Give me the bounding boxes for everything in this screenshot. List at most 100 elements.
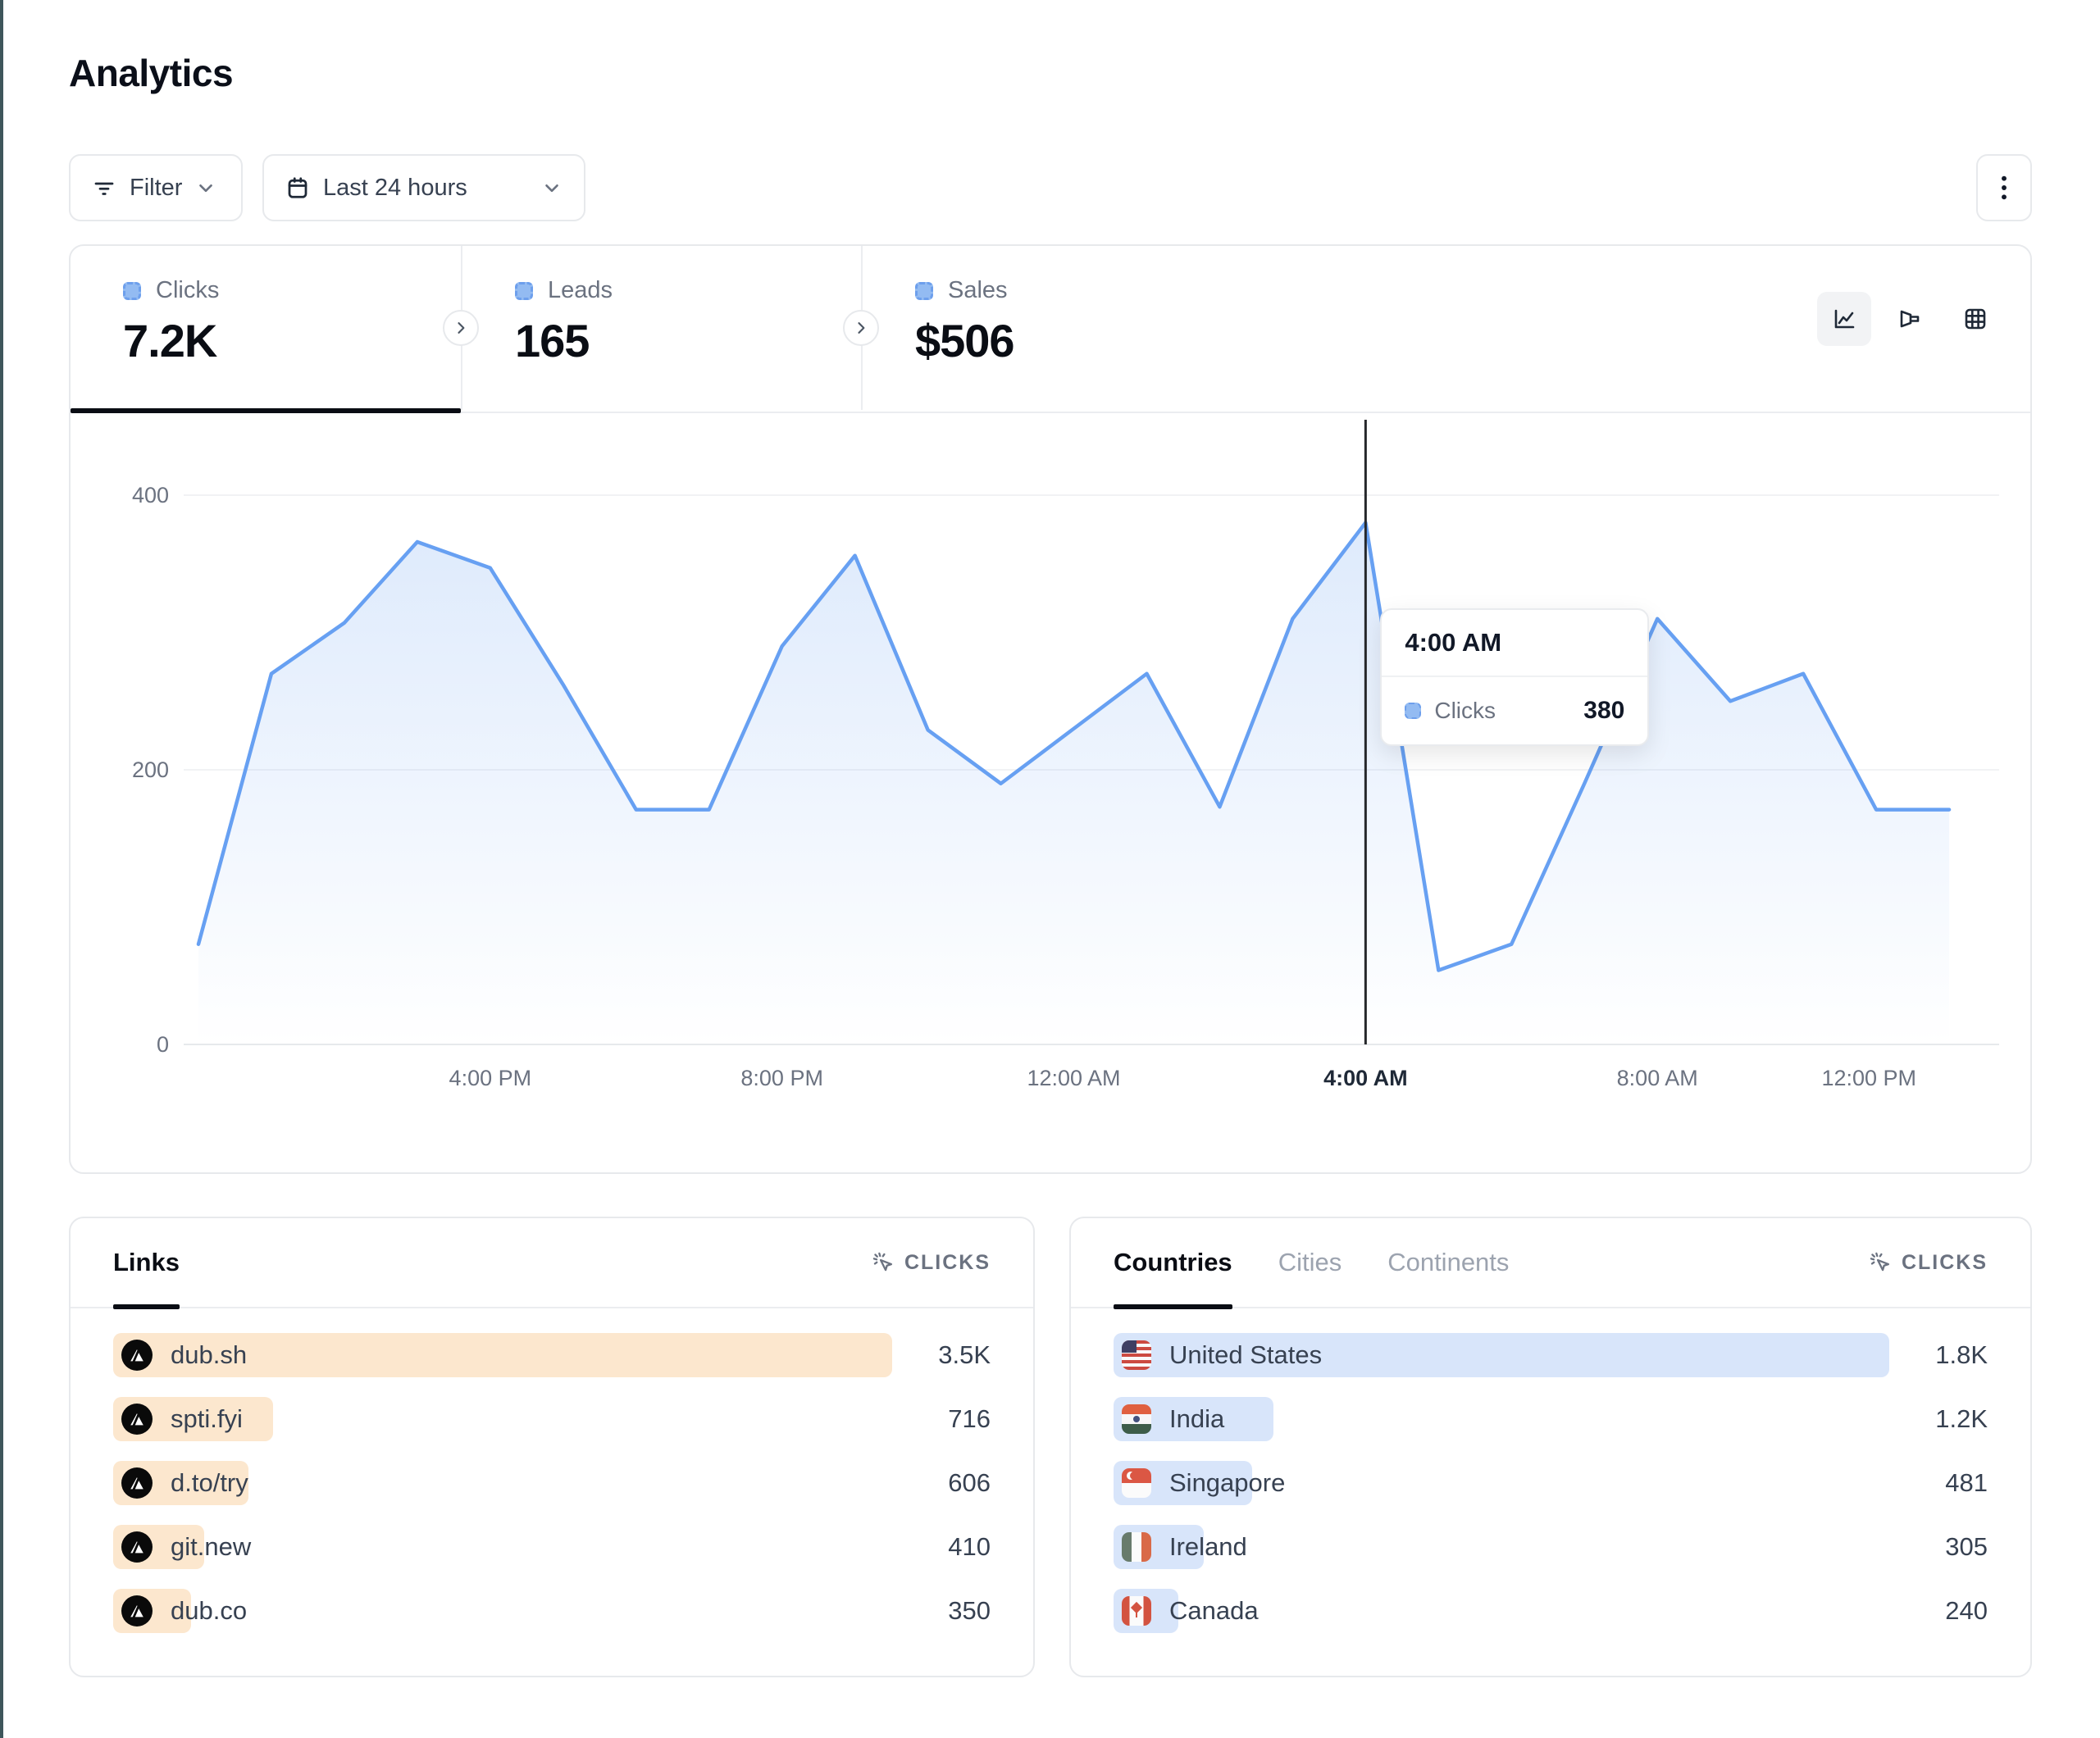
more-options-button[interactable] xyxy=(1976,154,2032,221)
funnel-icon xyxy=(1900,310,1920,328)
left-accent-border xyxy=(0,0,3,1738)
x-axis-tick: 8:00 AM xyxy=(1617,1066,1698,1090)
in-flag-icon xyxy=(1122,1404,1151,1434)
sg-flag-icon xyxy=(1122,1468,1151,1498)
tab-leads[interactable]: Leads 165 xyxy=(462,246,861,410)
line-chart-icon xyxy=(1834,309,1855,329)
chart-type-toggle-group xyxy=(1817,292,2002,346)
clicks-series-line xyxy=(196,521,1952,972)
row-label: Canada xyxy=(1169,1596,1259,1625)
y-axis-tick: 0 xyxy=(157,1032,169,1057)
value-bar xyxy=(1114,1333,1889,1377)
row-value: 1.8K xyxy=(1935,1340,1988,1369)
y-axis-tick: 200 xyxy=(132,758,169,782)
tab-countries[interactable]: Countries xyxy=(1114,1217,1232,1309)
links-list: dub.sh 3.5K spti.fyi 716 d.to/try 606 git.new 4… xyxy=(71,1308,1033,1633)
line-chart-view-button[interactable] xyxy=(1817,292,1871,346)
row-value: 3.5K xyxy=(938,1340,991,1369)
row-value: 240 xyxy=(1945,1596,1988,1625)
links-panel: Links CLICKS dub.sh 3.5K spti.fyi 716 d.to/t… xyxy=(69,1217,1035,1677)
clicks-legend-icon xyxy=(123,281,141,300)
x-axis-tick: 12:00 PM xyxy=(1821,1066,1916,1090)
expand-leads-button[interactable] xyxy=(843,310,879,346)
tab-continents[interactable]: Continents xyxy=(1387,1248,1510,1276)
countries-panel: Countries Cities Continents CLICKS United … xyxy=(1069,1217,2032,1677)
cursor-click-icon xyxy=(1870,1252,1890,1272)
dub-logo-icon xyxy=(121,1531,153,1563)
calendar-icon xyxy=(288,177,307,198)
row-label: git.new xyxy=(171,1532,252,1561)
tab-links[interactable]: Links xyxy=(113,1217,180,1309)
tab-sales[interactable]: Sales $506 xyxy=(863,246,1248,410)
analytics-card: Clicks 7.2K Leads 165 xyxy=(69,244,2032,1174)
dub-logo-icon xyxy=(121,1467,153,1499)
link-row[interactable]: d.to/try 606 xyxy=(113,1461,991,1505)
country-row[interactable]: India 1.2K xyxy=(1114,1397,1988,1441)
filter-button[interactable]: Filter xyxy=(69,154,243,221)
dub-logo-icon xyxy=(121,1404,153,1435)
tab-cities[interactable]: Cities xyxy=(1278,1248,1342,1276)
links-metric-label: CLICKS xyxy=(904,1250,991,1274)
leads-legend-icon xyxy=(515,281,533,300)
date-range-button[interactable]: Last 24 hours xyxy=(262,154,585,221)
clicks-label: Clicks xyxy=(156,277,220,303)
expand-clicks-button[interactable] xyxy=(443,310,479,346)
active-tab-underline xyxy=(71,408,461,413)
row-label: dub.sh xyxy=(171,1340,248,1369)
countries-metric-label: CLICKS xyxy=(1901,1250,1988,1274)
value-bar xyxy=(113,1333,892,1377)
dub-logo-icon xyxy=(121,1595,153,1627)
x-axis-tick: 4:00 AM xyxy=(1323,1066,1408,1090)
x-axis-tick: 8:00 PM xyxy=(740,1066,823,1090)
table-view-button[interactable] xyxy=(1948,292,2002,346)
date-range-label: Last 24 hours xyxy=(323,174,467,201)
row-label: dub.co xyxy=(171,1596,248,1625)
row-value: 305 xyxy=(1945,1532,1988,1561)
tooltip-series-label: Clicks xyxy=(1434,698,1496,723)
tooltip-value: 380 xyxy=(1583,697,1625,724)
row-value: 410 xyxy=(948,1532,991,1561)
country-row[interactable]: Canada 240 xyxy=(1114,1589,1988,1633)
leads-value: 165 xyxy=(515,315,590,366)
cursor-click-icon xyxy=(872,1252,893,1272)
row-value: 716 xyxy=(948,1404,991,1433)
chevron-right-icon xyxy=(458,322,465,334)
country-row[interactable]: Ireland 305 xyxy=(1114,1525,1988,1569)
chevron-down-icon xyxy=(199,184,213,193)
tab-clicks[interactable]: Clicks 7.2K xyxy=(71,246,461,410)
us-flag-icon xyxy=(1122,1340,1151,1370)
row-value: 606 xyxy=(948,1468,991,1497)
row-label: United States xyxy=(1169,1340,1323,1369)
link-row[interactable]: git.new 410 xyxy=(113,1525,991,1569)
row-label: Singapore xyxy=(1169,1468,1286,1497)
x-axis-tick: 12:00 AM xyxy=(1027,1066,1120,1090)
stat-tabs-row: Clicks 7.2K Leads 165 xyxy=(71,246,2030,413)
link-row[interactable]: dub.sh 3.5K xyxy=(113,1333,991,1377)
links-metric-chip[interactable]: CLICKS xyxy=(872,1251,991,1275)
row-value: 350 xyxy=(948,1596,991,1625)
link-row[interactable]: dub.co 350 xyxy=(113,1589,991,1633)
country-row[interactable]: Singapore 481 xyxy=(1114,1461,1988,1505)
countries-metric-chip[interactable]: CLICKS xyxy=(1869,1251,1988,1275)
link-row[interactable]: spti.fyi 716 xyxy=(113,1397,991,1441)
row-label: India xyxy=(1169,1404,1225,1433)
row-label: Ireland xyxy=(1169,1532,1247,1561)
chevron-down-icon xyxy=(545,184,558,193)
area-fill xyxy=(198,522,1950,1044)
filter-button-label: Filter xyxy=(130,174,183,201)
countries-list: United States 1.8K India 1.2K Singapore 481 Ir… xyxy=(1071,1308,2030,1633)
clicks-value: 7.2K xyxy=(123,315,217,366)
funnel-view-button[interactable] xyxy=(1883,292,1937,346)
country-row[interactable]: United States 1.8K xyxy=(1114,1333,1988,1377)
tooltip-time: 4:00 AM xyxy=(1382,610,1648,677)
leads-label: Leads xyxy=(548,277,613,303)
chart-tooltip: 4:00 AM Clicks 380 xyxy=(1380,608,1650,746)
row-value: 481 xyxy=(1945,1468,1988,1497)
x-axis-tick: 4:00 PM xyxy=(449,1066,532,1090)
ca-flag-icon xyxy=(1122,1596,1151,1626)
page-title: Analytics xyxy=(69,52,234,94)
sales-value: $506 xyxy=(915,315,1015,366)
clicks-chart[interactable]: 0 200 400 4:00 PM 8:00 PM 12:00 AM 4:00 AM 8:00… xyxy=(71,413,2030,1174)
sales-legend-icon xyxy=(915,281,933,300)
